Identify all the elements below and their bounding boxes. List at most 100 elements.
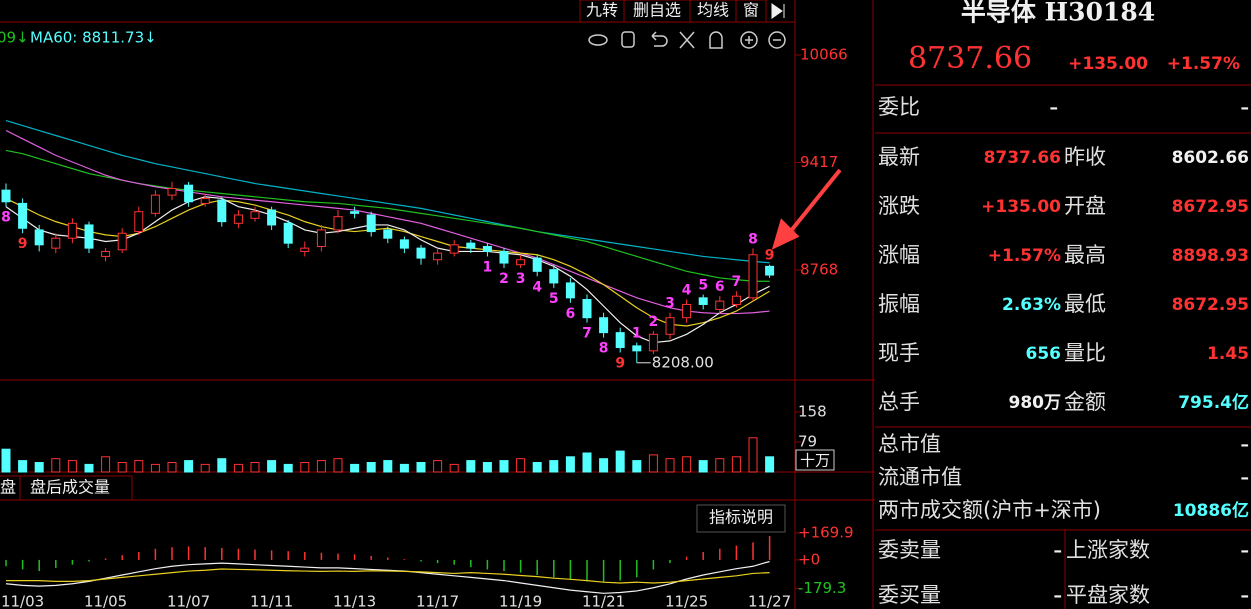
ma-line	[5, 149, 770, 282]
x-tick-label: 11/13	[333, 593, 376, 609]
quote-change-pct: +1.57%	[1167, 54, 1240, 74]
x-tick-label: 11/11	[250, 593, 293, 609]
candle-body	[316, 229, 326, 247]
eye-icon[interactable]	[588, 34, 608, 46]
candle-body	[748, 254, 758, 299]
row-value: –	[1054, 586, 1063, 606]
candle-body	[184, 184, 194, 203]
undo-icon[interactable]	[651, 31, 668, 47]
row-value: 2.63%	[1002, 295, 1061, 315]
row-value: 8737.66	[984, 148, 1061, 168]
candle-body	[366, 214, 376, 233]
row-label: 最新	[878, 145, 920, 169]
indicator-help-button[interactable]: 指标说明	[709, 508, 773, 527]
row-value: 8602.66	[1172, 148, 1249, 168]
volume-bar	[217, 458, 227, 473]
row-label: 最低	[1064, 292, 1106, 316]
volume-bar	[333, 458, 343, 473]
toolbar: 九转 删自选 均线 窗	[579, 0, 785, 23]
row-label: 总手	[878, 390, 920, 414]
td-label: 7	[582, 326, 592, 342]
quote-change: +135.00	[1068, 54, 1148, 74]
toolbar-button[interactable]: 均线	[697, 1, 729, 20]
candle-body	[383, 229, 393, 239]
candle-body	[532, 257, 542, 272]
row-label: 昨收	[1064, 145, 1106, 169]
volume-unit: 十万	[800, 452, 830, 470]
hand-icon[interactable]	[621, 31, 635, 48]
tab[interactable]: 盘后成交量	[30, 478, 110, 497]
candle-body	[516, 259, 526, 266]
candle-body	[682, 303, 692, 319]
volume-bar	[350, 463, 360, 473]
volume-bar	[34, 461, 44, 473]
y-tick-label: +169.9	[798, 523, 854, 541]
volume-bar	[599, 458, 609, 473]
candle-body	[101, 250, 111, 257]
volume-bar	[731, 456, 741, 473]
volume-bar	[51, 458, 61, 473]
zoom-out-icon[interactable]	[768, 31, 786, 49]
row-label: 涨幅	[878, 243, 920, 267]
volume-bar	[482, 461, 492, 473]
candle-body	[1, 189, 11, 203]
candle-body	[399, 239, 409, 249]
volume-bar	[300, 461, 310, 473]
y-tick-label: 10066	[800, 45, 848, 63]
toolbar-button[interactable]: 窗	[743, 1, 759, 20]
volume-bar	[250, 461, 260, 473]
low-label: 8208.00	[652, 353, 714, 371]
candle-body	[582, 298, 592, 319]
candle-body	[150, 194, 160, 214]
ma-legend: 09↓	[0, 29, 29, 47]
lock-icon[interactable]	[709, 31, 723, 49]
td-label: 5	[698, 278, 708, 294]
toolbar-button[interactable]: 九转	[586, 1, 618, 20]
y-tick-label: -179.3	[798, 579, 846, 597]
td-label: 4	[682, 282, 692, 298]
y-tick-label: 158	[798, 402, 827, 420]
ma-legend: MA60: 8811.73↓	[30, 29, 157, 47]
y-tick-label: 9417	[800, 153, 838, 171]
tab[interactable]: 盘	[0, 478, 16, 497]
volume-bar	[117, 461, 127, 473]
zoom-in-plus	[745, 36, 753, 44]
row-value: +1.57%	[988, 246, 1061, 266]
candle-body	[765, 265, 775, 276]
row-value: –	[1054, 541, 1063, 561]
volume-bar	[67, 460, 77, 473]
volume-bar	[449, 463, 459, 473]
candle-body	[250, 211, 260, 219]
toolbar-button[interactable]: 删自选	[633, 1, 681, 20]
td-label: 3	[516, 271, 526, 287]
volume-bar	[532, 461, 542, 473]
candle-body	[449, 244, 459, 254]
td-label: 9	[615, 356, 625, 372]
unit-frame	[795, 449, 835, 471]
volume-bar	[682, 456, 692, 473]
row-label: 委买量	[878, 583, 941, 607]
candle-body	[350, 211, 360, 214]
volume-bar	[18, 460, 28, 473]
candle-body	[333, 216, 343, 231]
pin-icon[interactable]	[771, 3, 785, 19]
candle-body	[565, 282, 575, 299]
x-tick-label: 11/05	[84, 593, 127, 609]
candle-body	[117, 232, 127, 251]
td-label: 1	[483, 259, 493, 275]
volume-bar	[565, 456, 575, 473]
y-tick-label: 8768	[800, 261, 838, 279]
candle-body	[300, 247, 310, 252]
volume-bar	[167, 461, 177, 473]
zoom-in-icon[interactable]	[740, 31, 758, 49]
candle-body	[549, 269, 559, 284]
candle-body	[731, 295, 741, 305]
arrow-annotation	[771, 168, 842, 250]
td-label: 7	[732, 274, 742, 290]
cut-icon[interactable]	[679, 31, 695, 49]
ma-line	[5, 196, 770, 344]
candle-body	[233, 214, 243, 224]
